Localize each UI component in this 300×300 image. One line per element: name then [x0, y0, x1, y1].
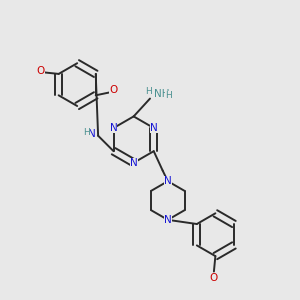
Text: N: N [130, 158, 137, 168]
Text: H: H [165, 91, 172, 100]
Text: H: H [83, 128, 90, 137]
Text: N: N [110, 123, 118, 133]
Text: N: N [150, 123, 158, 133]
Text: O: O [37, 66, 45, 76]
Text: N: N [164, 215, 172, 225]
Text: O: O [210, 272, 218, 283]
Text: N: N [88, 129, 96, 139]
Text: O: O [110, 85, 118, 95]
Text: H: H [145, 87, 152, 96]
Text: NH: NH [154, 89, 170, 99]
Text: N: N [164, 176, 172, 186]
